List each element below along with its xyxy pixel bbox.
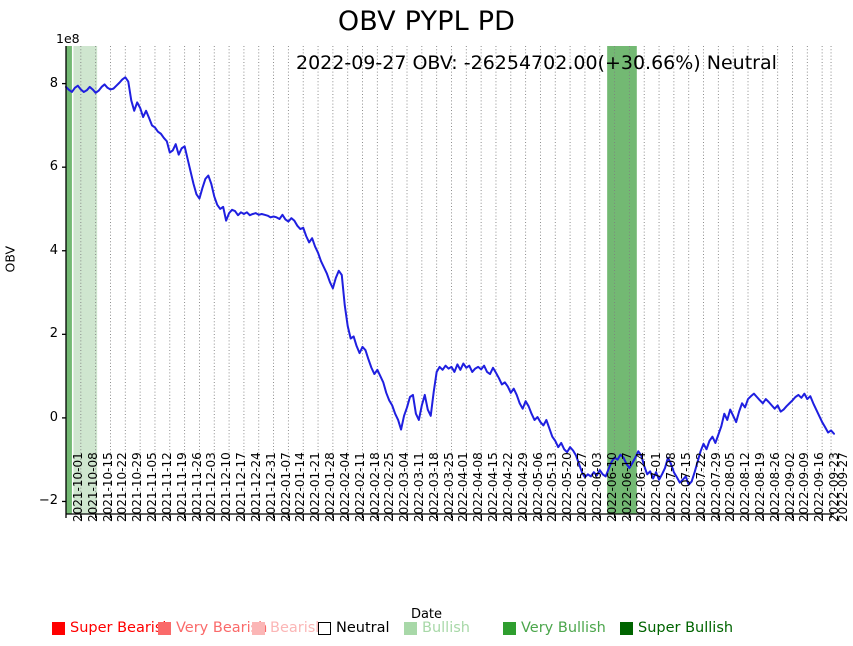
x-tick-label-11: 2021-12-17 bbox=[234, 452, 249, 522]
x-tick-label-24: 2022-03-18 bbox=[426, 452, 441, 522]
x-tick-label-3: 2021-10-22 bbox=[115, 452, 130, 522]
legend-item-very-bullish[interactable]: Very Bullish bbox=[503, 618, 606, 638]
legend-item-bearish[interactable]: Bearish bbox=[252, 618, 325, 638]
sentiment-band-very-bullish-0 bbox=[66, 46, 72, 514]
x-tick-label-25: 2022-03-25 bbox=[441, 452, 456, 522]
x-tick-label-26: 2022-04-01 bbox=[456, 452, 471, 522]
x-tick-label-48: 2022-09-02 bbox=[782, 452, 797, 522]
x-tick-label-40: 2022-07-08 bbox=[664, 452, 679, 522]
x-tick-label-22: 2022-03-04 bbox=[397, 452, 412, 522]
x-tick-label-0: 2021-10-01 bbox=[71, 452, 85, 522]
x-tick-label-47: 2022-08-26 bbox=[767, 452, 782, 522]
x-tick-label-28: 2022-04-15 bbox=[486, 452, 501, 522]
x-tick-label-49: 2022-09-09 bbox=[797, 452, 812, 522]
legend-label: Neutral bbox=[336, 620, 390, 636]
legend-label: Very Bullish bbox=[521, 620, 606, 636]
x-axis-label: Date bbox=[410, 607, 443, 622]
x-tick-label-19: 2022-02-11 bbox=[352, 452, 367, 522]
chart-annotation: 2022-09-27 OBV: -26254702.00(+30.66%) Ne… bbox=[296, 52, 777, 74]
plot-background bbox=[66, 46, 834, 514]
x-tick-label-20: 2022-02-18 bbox=[367, 452, 382, 522]
x-tick-label-35: 2022-06-03 bbox=[589, 452, 604, 522]
legend-swatch-icon bbox=[503, 621, 516, 635]
x-tick-label-13: 2021-12-31 bbox=[263, 452, 278, 522]
y-tick-label-3: 4 bbox=[49, 242, 58, 258]
x-tick-label-46: 2022-08-19 bbox=[753, 452, 767, 522]
x-tick-label-50: 2022-09-16 bbox=[812, 452, 827, 522]
x-tick-label-31: 2022-05-06 bbox=[530, 452, 545, 522]
x-tick-label-2: 2021-10-15 bbox=[100, 452, 115, 522]
x-tick-label-39: 2022-07-01 bbox=[649, 452, 664, 522]
x-tick-label-41: 2022-07-15 bbox=[678, 452, 693, 522]
legend-label: Super Bearish bbox=[70, 620, 172, 636]
x-tick-label-36: 2022-06-10 bbox=[604, 452, 619, 522]
y-tick-label-4: 6 bbox=[49, 159, 58, 175]
x-tick-label-10: 2021-12-10 bbox=[219, 452, 234, 522]
sentiment-band-bullish-1 bbox=[73, 46, 98, 514]
legend-swatch-icon bbox=[252, 621, 265, 635]
x-tick-label-45: 2022-08-12 bbox=[738, 452, 753, 522]
x-tick-label-15: 2022-01-14 bbox=[293, 452, 308, 522]
page-title: OBV PYPL PD bbox=[337, 6, 516, 37]
legend-swatch-icon bbox=[404, 621, 417, 635]
x-tick-label-6: 2021-11-12 bbox=[159, 452, 174, 522]
chart-legend: Super Bearish Very Bearish Bearish Neutral B… bbox=[0, 618, 853, 642]
x-tick-label-5: 2021-11-05 bbox=[145, 452, 160, 522]
x-tick-label-14: 2022-01-07 bbox=[278, 452, 293, 522]
legend-item-bullish[interactable]: Bullish bbox=[404, 618, 470, 638]
x-tick-label-30: 2022-04-29 bbox=[515, 452, 530, 522]
x-tick-label-42: 2022-07-22 bbox=[693, 452, 708, 522]
x-tick-label-29: 2022-04-22 bbox=[500, 452, 515, 522]
obv-line-series bbox=[65, 76, 835, 486]
x-tick-label-8: 2021-11-26 bbox=[189, 452, 204, 522]
legend-item-super-bullish[interactable]: Super Bullish bbox=[620, 618, 733, 638]
legend-swatch-icon bbox=[620, 621, 633, 635]
x-tick-label-27: 2022-04-08 bbox=[471, 452, 486, 522]
legend-label: Bullish bbox=[422, 620, 470, 636]
x-tick-label-38: 2022-06-24 bbox=[634, 452, 649, 522]
legend-item-neutral[interactable]: Neutral bbox=[318, 618, 390, 638]
legend-label: Very Bearish bbox=[176, 620, 268, 636]
y-tick-label-1: 0 bbox=[49, 409, 58, 425]
x-tick-label-43: 2022-07-29 bbox=[708, 452, 723, 522]
x-tick-label-18: 2022-02-04 bbox=[337, 452, 352, 522]
x-tick-label-12: 2021-12-24 bbox=[248, 452, 263, 522]
legend-item-very-bearish[interactable]: Very Bearish bbox=[158, 618, 267, 638]
x-tick-label-4: 2021-10-29 bbox=[130, 452, 145, 522]
legend-label: Super Bullish bbox=[638, 620, 734, 636]
x-tick-label-32: 2022-05-13 bbox=[545, 452, 560, 522]
x-tick-label-33: 2022-05-20 bbox=[560, 452, 575, 522]
x-tick-label-44: 2022-08-05 bbox=[723, 452, 738, 522]
legend-swatch-icon bbox=[318, 621, 331, 635]
sentiment-band-very-bullish-2 bbox=[607, 46, 637, 514]
x-tick-label-7: 2021-11-19 bbox=[174, 452, 189, 522]
legend-swatch-icon bbox=[52, 621, 65, 635]
y-tick-label-2: 2 bbox=[49, 326, 58, 342]
x-tick-label-34: 2022-05-27 bbox=[575, 452, 590, 522]
x-tick-label-37: 2022-06-17 bbox=[619, 452, 634, 522]
y-axis-offset-text: 1e8 bbox=[56, 31, 80, 46]
legend-swatch-icon bbox=[158, 621, 171, 635]
x-tick-label-1: 2021-10-08 bbox=[85, 452, 100, 522]
x-tick-label-17: 2022-01-28 bbox=[323, 452, 338, 522]
x-tick-label-16: 2022-01-21 bbox=[308, 452, 323, 522]
x-tick-label-21: 2022-02-25 bbox=[382, 452, 397, 522]
x-tick-label-23: 2022-03-11 bbox=[412, 452, 426, 522]
x-tick-label-9: 2021-12-03 bbox=[204, 452, 219, 522]
x-tick-label-52: 2022-09-27 bbox=[836, 452, 851, 522]
legend-label: Bearish bbox=[270, 620, 325, 636]
y-tick-label-0: −2 bbox=[38, 493, 58, 509]
legend-item-super-bearish[interactable]: Super Bearish bbox=[52, 618, 172, 638]
y-tick-label-5: 8 bbox=[49, 75, 58, 91]
